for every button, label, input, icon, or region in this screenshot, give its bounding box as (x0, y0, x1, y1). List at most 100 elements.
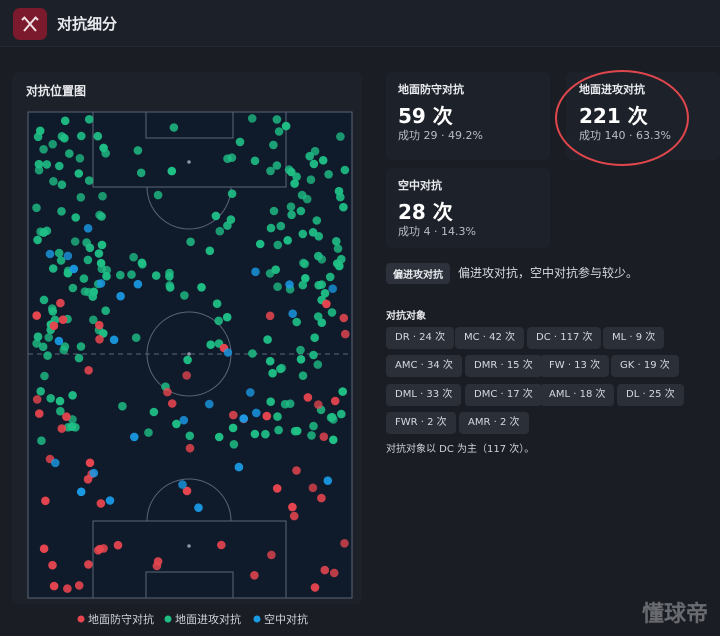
duel-dot (272, 115, 282, 124)
duel-dot (336, 132, 345, 141)
duel-dot (49, 177, 58, 186)
duel-dot (250, 429, 260, 439)
duel-dot (296, 206, 306, 216)
duel-dot (214, 432, 224, 442)
header (0, 0, 720, 47)
duel-dot (313, 360, 323, 369)
duel-dot (217, 540, 226, 550)
duel-dot (163, 387, 172, 397)
duel-dot (49, 321, 59, 331)
duel-dot (223, 154, 232, 163)
duel-dot (250, 156, 260, 166)
duel-dot (273, 412, 282, 421)
duel-dot (323, 476, 333, 486)
duel-dot (89, 287, 99, 297)
duel-dot (285, 280, 294, 289)
duel-dot (118, 401, 127, 411)
duel-dot (89, 468, 99, 478)
duel-dot (320, 289, 330, 298)
duel-dot (113, 540, 123, 550)
duel-dot (185, 431, 195, 441)
duel-dot (74, 353, 84, 363)
duel-dot (290, 179, 299, 188)
duel-dot (35, 409, 44, 418)
duel-dot (308, 483, 318, 493)
duel-dot (56, 298, 65, 308)
duel-dot (167, 399, 177, 408)
duel-dot (280, 399, 290, 409)
duel-dot (234, 462, 244, 472)
duel-dot (38, 342, 48, 352)
duel-dot (69, 264, 79, 274)
duel-dot (227, 189, 237, 198)
duel-dot (77, 131, 86, 141)
pitch (27, 111, 353, 623)
card-sub: 成功 4 · 14.3% (398, 225, 476, 238)
duel-dot (307, 431, 316, 440)
duel-dot (266, 166, 275, 176)
opponent-chip: AMC · 34 次 (386, 355, 462, 377)
duel-dot (48, 139, 57, 149)
card-value: 221 次 (579, 104, 648, 128)
duel-dot (318, 156, 328, 165)
duel-dot (48, 264, 58, 273)
duel-dot (46, 394, 55, 403)
duel-dot (149, 407, 159, 417)
duel-dot (34, 165, 44, 175)
card-label: 地面进攻对抗 (579, 83, 645, 96)
duel-dot (226, 215, 236, 224)
duel-dot (298, 280, 308, 290)
duel-dot (194, 503, 203, 512)
summary-tag: 偏进攻对抗 (386, 263, 450, 284)
duel-dot (101, 306, 110, 316)
duel-dot (228, 423, 238, 433)
duel-dot (309, 159, 319, 169)
duel-dot (32, 203, 41, 213)
duel-dot (165, 283, 175, 292)
duel-dot (299, 258, 308, 268)
duel-dot (322, 299, 331, 309)
duel-dot (261, 429, 270, 439)
duel-dot (302, 194, 312, 204)
duel-dot (186, 237, 195, 247)
duel-dot (116, 291, 125, 301)
opponent-chip: DMC · 17 次 (465, 384, 542, 406)
duel-dot (43, 351, 52, 360)
duel-dot (42, 160, 52, 169)
duel-dot (51, 458, 60, 468)
duel-dot (338, 387, 348, 396)
duel-dot (109, 335, 119, 345)
duel-dot (36, 227, 45, 236)
legend-label: 空中对抗 (264, 613, 308, 626)
duel-dot (85, 458, 95, 468)
duel-dot (180, 291, 189, 300)
duel-dot (273, 240, 283, 250)
duel-dot (56, 406, 65, 416)
opponent-chip: DR · 24 次 (386, 327, 455, 349)
duel-dot (136, 168, 146, 178)
duel-dot (49, 581, 59, 591)
duel-dot (102, 265, 111, 275)
duel-dot (54, 336, 64, 346)
duel-dot (329, 435, 338, 445)
duel-dot (340, 165, 350, 175)
app-icon (13, 8, 47, 40)
duel-dot (309, 350, 318, 360)
duel-dot (277, 363, 287, 373)
duel-dot (286, 202, 296, 211)
duel-dot (96, 279, 106, 288)
duel-dot (251, 408, 261, 418)
duel-dot (239, 414, 248, 423)
card-label: 空中对抗 (398, 179, 442, 192)
duel-dot (55, 396, 65, 406)
duel-dot (63, 251, 73, 261)
duel-dot (334, 186, 344, 196)
duel-dot (306, 175, 316, 184)
opponent-chip: MC · 42 次 (455, 327, 525, 349)
duel-dot (314, 280, 324, 290)
duel-dot (71, 423, 80, 432)
duel-dot (83, 224, 93, 233)
duel-dot (287, 210, 296, 220)
duel-dot (309, 421, 318, 431)
